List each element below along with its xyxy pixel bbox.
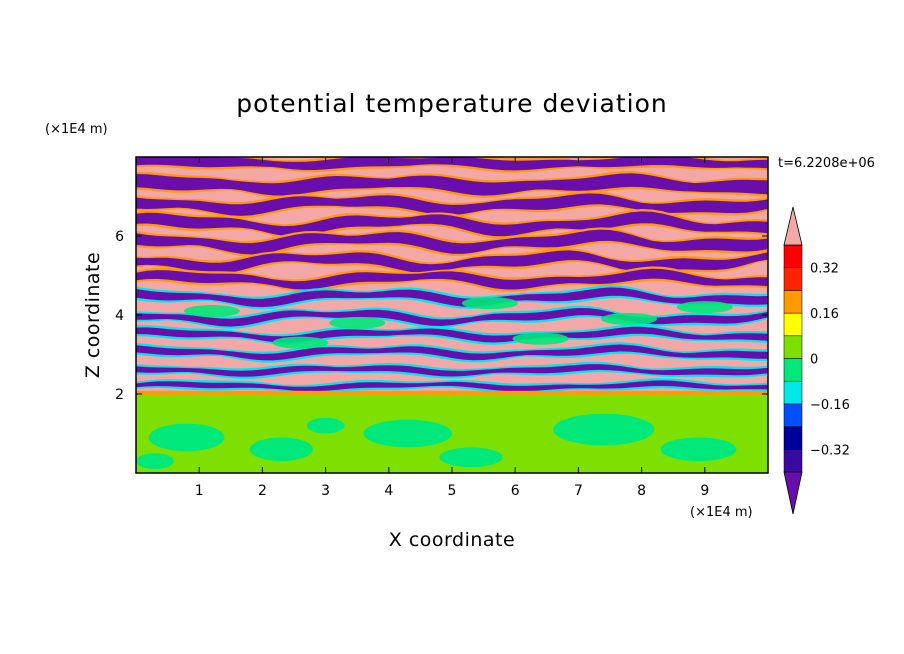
- colorbar-segment: [783, 358, 803, 382]
- plot-area: [136, 157, 768, 473]
- x-tick-label: 9: [700, 483, 709, 499]
- band-purple: [136, 344, 768, 361]
- x-tick-label: 2: [258, 483, 267, 499]
- lower-blob: [363, 419, 453, 448]
- colorbar-tick-label: 0.32: [810, 262, 839, 277]
- interface-line: [136, 390, 768, 395]
- x-axis: 1 2 3 4 5 6 7 8 9: [195, 157, 709, 499]
- band-purple: [136, 308, 768, 327]
- x-unit-label: (×1E4 m): [690, 505, 753, 520]
- colorbar-segment: [783, 290, 803, 314]
- x-tick-label: 7: [574, 483, 583, 499]
- y-unit-label: (×1E4 m): [45, 122, 108, 137]
- colorbar-tick-label: 0.16: [810, 307, 839, 322]
- x-tick-label: 6: [511, 483, 520, 499]
- colorbar-segment: [783, 312, 803, 337]
- colorbar-segment: [783, 244, 803, 268]
- mixing-patch: [600, 312, 657, 325]
- mixing-patch: [329, 316, 386, 329]
- lower-blob: [136, 453, 174, 470]
- band-purple: [136, 380, 768, 392]
- band-purple: [136, 250, 768, 274]
- time-label: t=6.2208e+06: [778, 156, 875, 171]
- y-tick-label: 4: [115, 308, 124, 324]
- lower-blob: [148, 423, 225, 452]
- band-purple: [136, 229, 768, 255]
- y-tick-label: 2: [115, 387, 124, 403]
- mixing-patch: [272, 336, 329, 349]
- colorbar-segment: [783, 449, 803, 473]
- mixing-patch: [676, 301, 733, 314]
- colorbar-extend-max: [783, 206, 803, 246]
- x-axis-label: X coordinate: [389, 529, 515, 551]
- x-tick-label: 8: [637, 483, 646, 499]
- colorbar-tick-label: 0: [810, 353, 818, 368]
- band-purple: [136, 287, 768, 308]
- colorbar-segment: [783, 335, 803, 359]
- colorbar-segment: [783, 267, 803, 291]
- band-purple: [136, 364, 768, 377]
- colorbar-extend-min: [783, 471, 803, 515]
- lower-blob: [439, 447, 503, 468]
- band-purple: [136, 173, 768, 196]
- x-tick-label: 5: [448, 483, 457, 499]
- lower-blob: [249, 437, 313, 462]
- chart-title: potential temperature deviation: [236, 89, 667, 118]
- colorbar-tick-label: −0.32: [810, 443, 850, 458]
- band-purple: [136, 157, 768, 171]
- lower-blob: [660, 437, 737, 462]
- x-tick-label: 1: [195, 483, 204, 499]
- colorbar: 0.32 0.16 0 −0.16 −0.32: [783, 206, 850, 515]
- mixing-patch: [183, 305, 240, 318]
- mixing-patch: [461, 297, 518, 310]
- lower-blob: [553, 413, 655, 446]
- x-tick-label: 3: [321, 483, 330, 499]
- mixing-patch: [512, 332, 569, 345]
- x-tick-label: 4: [384, 483, 393, 499]
- y-tick-label: 6: [115, 229, 124, 245]
- lower-blob: [306, 417, 345, 434]
- colorbar-segment: [783, 426, 803, 450]
- band-purple: [136, 193, 768, 216]
- colorbar-segment: [783, 403, 803, 427]
- band-purple: [136, 211, 768, 237]
- y-axis: 2 4 6: [115, 229, 768, 403]
- band-purple: [136, 268, 768, 290]
- colorbar-segment: [783, 380, 803, 405]
- colorbar-tick-label: −0.16: [810, 398, 850, 413]
- y-axis-label: Z coordinate: [82, 252, 104, 378]
